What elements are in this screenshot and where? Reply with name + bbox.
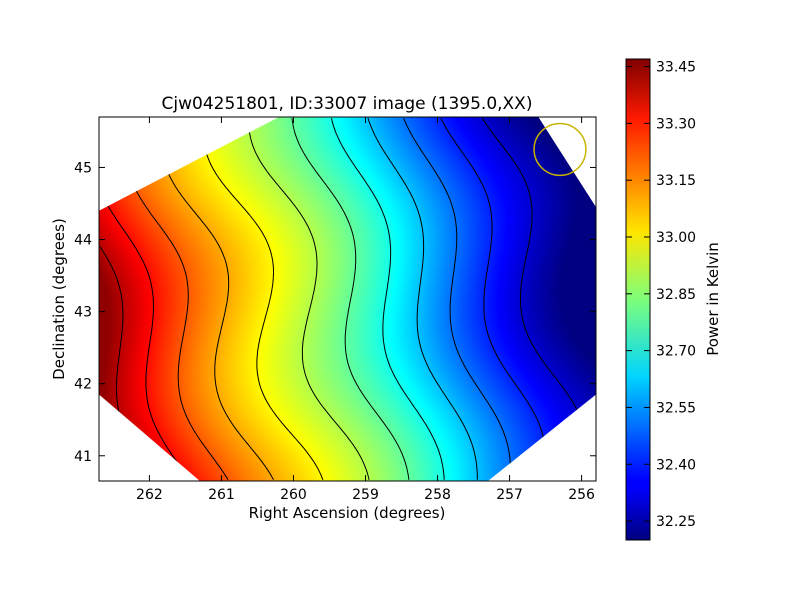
colorbar-tick-label: 32.55 bbox=[656, 400, 696, 416]
x-axis-label: Right Ascension (degrees) bbox=[249, 504, 446, 522]
y-tick-label: 41 bbox=[74, 449, 92, 465]
y-tick-label: 42 bbox=[74, 377, 92, 393]
colorbar-tick-label: 33.45 bbox=[656, 60, 696, 76]
x-tick-label: 261 bbox=[208, 487, 235, 503]
y-tick-label: 44 bbox=[74, 233, 92, 249]
contour-lines bbox=[99, 117, 587, 481]
y-axis-ticks: 41 42 43 44 45 bbox=[74, 160, 596, 465]
colorbar-bar bbox=[625, 58, 651, 541]
chart-title: Cjw04251801, ID:33007 image (1395.0,XX) bbox=[162, 94, 533, 114]
x-tick-label: 257 bbox=[496, 487, 523, 503]
x-axis-ticks: 262 261 260 259 258 257 256 bbox=[136, 117, 595, 503]
y-tick-label: 43 bbox=[74, 305, 92, 321]
x-tick-label: 258 bbox=[424, 487, 451, 503]
contour-line bbox=[403, 118, 511, 480]
colorbar-tick-label: 32.85 bbox=[656, 287, 696, 303]
colorbar-tick-label: 33.15 bbox=[656, 173, 696, 189]
colorbar-tick-label: 33.00 bbox=[656, 230, 696, 246]
colorbar-tick-label: 32.40 bbox=[656, 457, 696, 473]
x-tick-label: 256 bbox=[568, 487, 595, 503]
contour-line bbox=[440, 117, 547, 480]
heatmap-image bbox=[99, 117, 596, 481]
y-tick-label: 45 bbox=[74, 160, 92, 176]
colorbar-label: Power in Kelvin bbox=[704, 242, 722, 356]
colorbar-ticks: 33.45 33.30 33.15 33.00 32.85 32.70 32.55 32.40… bbox=[626, 60, 696, 530]
x-tick-label: 262 bbox=[136, 487, 163, 503]
y-axis-label: Declination (degrees) bbox=[50, 218, 68, 380]
plot-area: 262 261 260 259 258 257 256 41 42 43 44 45 bbox=[74, 116, 597, 503]
x-tick-label: 259 bbox=[352, 487, 379, 503]
colorbar-tick-label: 33.30 bbox=[656, 116, 696, 132]
contour-line bbox=[291, 118, 410, 480]
x-tick-label: 260 bbox=[280, 487, 307, 503]
contour-line bbox=[331, 118, 445, 480]
colorbar-tick-label: 32.70 bbox=[656, 344, 696, 360]
colorbar-tick-label: 32.25 bbox=[656, 514, 696, 530]
colorbar: 33.45 33.30 33.15 33.00 32.85 32.70 32.55 32.40… bbox=[625, 58, 722, 541]
beam-circle bbox=[533, 122, 587, 177]
axes-frame bbox=[98, 116, 597, 482]
contour-line bbox=[367, 118, 478, 480]
